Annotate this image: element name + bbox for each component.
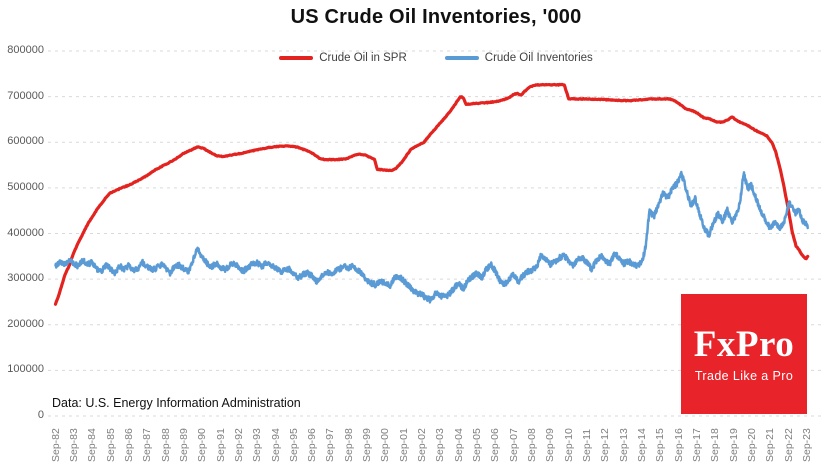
chart-title: US Crude Oil Inventories, '000 xyxy=(290,6,582,28)
x-tick-label: Sep-04 xyxy=(452,428,465,462)
x-tick-label: Sep-97 xyxy=(324,428,337,462)
series-line-spr xyxy=(53,82,810,306)
legend: Crude Oil in SPR Crude Oil Inventories xyxy=(50,52,822,64)
legend-item-spr: Crude Oil in SPR xyxy=(279,52,407,64)
x-tick-label: Sep-20 xyxy=(746,428,758,462)
x-tick-label: Sep-95 xyxy=(287,428,300,462)
legend-label-inventories: Crude Oil Inventories xyxy=(484,52,593,64)
x-tick-label: Sep-08 xyxy=(526,428,539,462)
x-tick-label: Sep-06 xyxy=(489,428,502,462)
x-tick-label: Sep-11 xyxy=(581,428,593,462)
x-tick-label: Sep-12 xyxy=(599,428,612,462)
x-tick-label: Sep-03 xyxy=(434,428,447,462)
x-tick-label: Sep-19 xyxy=(727,428,740,462)
x-tick-label: Sep-89 xyxy=(177,428,190,462)
x-tick-label: Sep-00 xyxy=(379,428,392,462)
y-tick-label: 400000 xyxy=(7,227,44,239)
x-tick-label: Sep-90 xyxy=(196,428,209,462)
y-tick-label: 800000 xyxy=(7,44,44,56)
x-tick-label: Sep-07 xyxy=(507,428,520,462)
x-tick-label: Sep-87 xyxy=(141,428,154,462)
x-tick-label: Sep-22 xyxy=(782,428,795,462)
x-tick-label: Sep-13 xyxy=(617,428,630,462)
x-tick-label: Sep-21 xyxy=(764,428,777,462)
fxpro-logo: FxPro Trade Like a Pro xyxy=(681,294,807,414)
x-tick-label: Sep-99 xyxy=(361,428,374,462)
x-tick-label: Sep-82 xyxy=(49,428,62,462)
y-tick-label: 100000 xyxy=(7,363,44,375)
x-tick-label: Sep-17 xyxy=(691,428,703,462)
y-tick-label: 500000 xyxy=(7,181,44,193)
series-line-inventories xyxy=(54,170,809,304)
x-tick-label: Sep-85 xyxy=(104,428,117,462)
x-tick-label: Sep-88 xyxy=(159,428,172,462)
x-tick-label: Sep-01 xyxy=(397,428,410,462)
x-tick-label: Sep-23 xyxy=(801,428,813,462)
y-tick-label: 0 xyxy=(37,409,44,421)
spr-line-swatch xyxy=(279,56,314,60)
legend-label-spr: Crude Oil in SPR xyxy=(319,52,407,64)
data-source-note: Data: U.S. Energy Information Administra… xyxy=(52,396,301,410)
y-tick-label: 600000 xyxy=(7,135,44,147)
x-tick-label: Sep-83 xyxy=(67,428,80,462)
x-tick-label: Sep-18 xyxy=(709,428,722,462)
legend-item-inventories: Crude Oil Inventories xyxy=(444,52,593,64)
x-tick-label: Sep-02 xyxy=(416,428,429,462)
x-tick-label: Sep-15 xyxy=(654,428,667,462)
inventories-line-swatch xyxy=(444,56,479,60)
y-tick-label: 300000 xyxy=(7,272,44,284)
y-tick-label: 200000 xyxy=(7,318,44,330)
x-tick-label: Sep-16 xyxy=(672,428,685,462)
x-tick-label: Sep-98 xyxy=(342,428,355,462)
x-tick-label: Sep-84 xyxy=(86,428,99,462)
x-tick-label: Sep-91 xyxy=(214,428,227,462)
x-tick-label: Sep-10 xyxy=(562,428,575,462)
x-tick-label: Sep-14 xyxy=(636,428,648,462)
fxpro-tagline: Trade Like a Pro xyxy=(694,368,794,383)
fxpro-wordmark: FxPro xyxy=(693,323,795,365)
x-tick-label: Sep-86 xyxy=(122,428,135,462)
x-tick-label: Sep-93 xyxy=(251,428,264,462)
y-tick-label: 700000 xyxy=(7,90,44,102)
x-tick-label: Sep-92 xyxy=(232,428,245,462)
x-tick-label: Sep-94 xyxy=(269,428,282,462)
x-tick-label: Sep-05 xyxy=(471,428,484,462)
x-tick-label: Sep-96 xyxy=(306,428,319,462)
x-tick-label: Sep-09 xyxy=(544,428,557,462)
